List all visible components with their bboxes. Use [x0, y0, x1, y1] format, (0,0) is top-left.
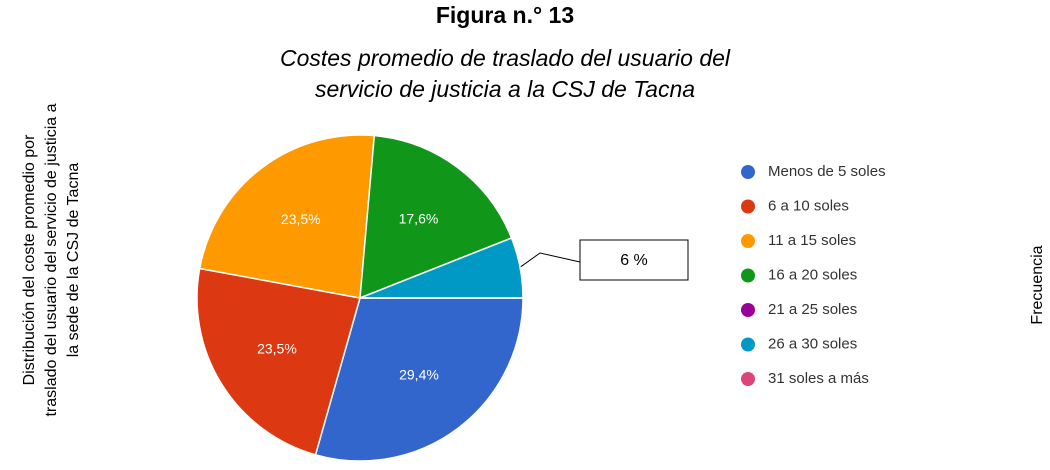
pie-slice [359, 134, 513, 300]
y2-label: Frecuencia [1029, 245, 1046, 324]
chart-subtitle: Costes promedio de traslado del usuario … [280, 45, 731, 71]
legend-swatch [741, 372, 755, 386]
legend-label: 16 a 20 soles [768, 266, 857, 283]
legend-swatch [741, 337, 755, 352]
y-label-line: traslado del usuario del servicio de jus… [43, 103, 60, 416]
pie-slice [314, 297, 524, 462]
legend-label: 11 a 15 soles [768, 232, 856, 249]
legend-swatch [741, 234, 755, 248]
pie-slice [198, 134, 376, 299]
legend-label: 21 a 25 soles [768, 301, 857, 318]
legend-label: Menos de 5 soles [768, 163, 886, 180]
legend-label: 26 a 30 soles [768, 335, 857, 352]
chart-title: Figura n.° 13 [436, 2, 574, 28]
legend-swatch [741, 199, 755, 214]
pie-slice [196, 267, 361, 456]
data-label: 23,5% [257, 340, 297, 356]
callout-label: 6 % [620, 252, 648, 269]
legend-swatch [741, 165, 755, 179]
legend-swatch [741, 303, 755, 317]
data-label: 29,4% [399, 367, 439, 383]
legend-label: 6 a 10 soles [768, 197, 849, 214]
data-label: 23,5% [281, 211, 321, 227]
data-label: 17,6% [399, 210, 439, 226]
callout-box [579, 239, 689, 281]
legend-swatch [741, 268, 755, 283]
y-label: Distribución del coste promedio por tras… [21, 103, 82, 416]
y-label-line: la sede de la CSJ de Tacna [65, 163, 82, 358]
legend-label: 31 soles a más [768, 370, 869, 387]
y-label-line: Distribución del coste promedio por [21, 134, 38, 385]
chart-subtitle: servicio de justicia a la CSJ de Tacna [315, 76, 695, 102]
